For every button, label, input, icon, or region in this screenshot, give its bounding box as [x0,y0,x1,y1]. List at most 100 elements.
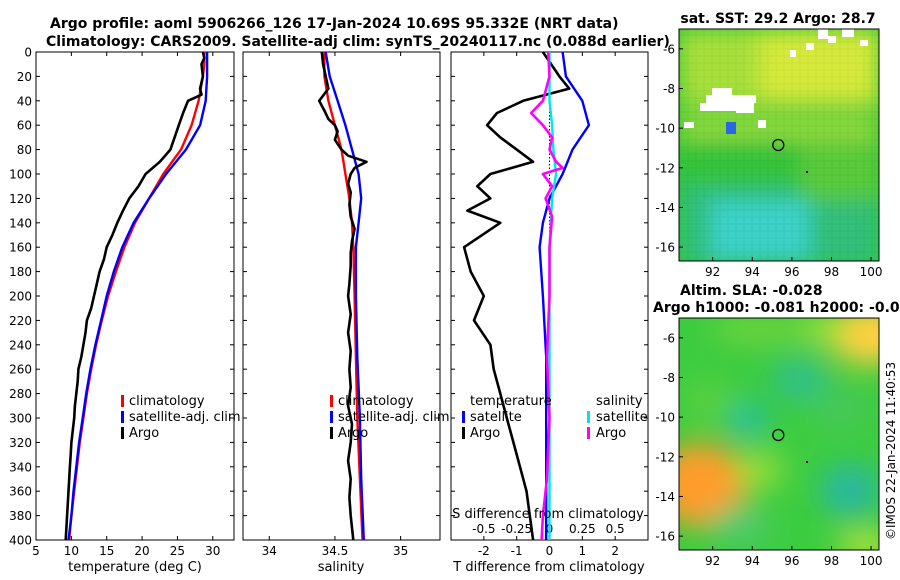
legend-label-s-satellite: satellite [596,410,648,425]
sla-dot-marker [806,461,808,463]
sla-map-panel: Altim. SLA: -0.028 Argo h1000: -0.081 h2… [653,283,900,568]
figure-title-line2: Climatology: CARS2009. Satellite-adj cli… [46,34,670,50]
x-tick-label: 30 [205,544,220,558]
argo-position-marker [772,138,785,152]
x-tick-label: 20 [134,544,149,558]
y-tick-label: 300 [9,412,32,426]
salinity-legend: climatology satellite-adj. clim Argo [330,394,450,441]
legend-label-climatology: climatology [338,394,414,409]
difference-legend: temperature satellite Argo salinity sate… [462,394,648,441]
s-axis-tick-label: 0.5 [606,522,625,536]
y-tick-label: 280 [9,387,32,401]
sst-heatmap [679,29,879,261]
legend-swatch-s-argo [587,427,590,439]
map-y-tick-label: -14 [655,490,675,504]
series-line-satellite-adj-clim [324,52,365,540]
difference-t-xlabel: T difference from climatology [452,560,645,575]
legend-swatch-argo [330,427,333,439]
legend-swatch-s-satellite [587,411,590,423]
x-tick-label: 34 [262,544,277,558]
map-x-tick-label: 92 [705,554,720,568]
legend-label-climatology: climatology [129,394,205,409]
y-tick-label: 100 [9,168,32,182]
legend-label-t-satellite: satellite [470,410,522,425]
map-x-tick-label: 100 [860,554,883,568]
y-tick-label: 160 [9,241,32,255]
sst-map-title: sat. SST: 29.2 Argo: 28.7 [680,11,875,27]
y-tick-label: 120 [9,192,32,206]
x-tick-label: 5 [32,544,40,558]
y-tick-label: 240 [9,338,32,352]
y-tick-label: 0 [24,46,32,60]
legend-swatch-t-argo [462,427,465,439]
map-y-tick-label: -16 [655,530,675,544]
legend-swatch-climatology [121,395,124,407]
temperature-plot-frame [35,51,235,541]
series-line-t-satellite [538,52,591,540]
sla-map-frame [678,317,880,551]
x-tick-label: 2 [611,544,619,558]
y-tick-label: 320 [9,436,32,450]
y-tick-label: 340 [9,460,32,474]
y-tick-label: 200 [9,290,32,304]
s-axis-tick-label: -0.25 [501,522,532,536]
y-tick-label: 220 [9,314,32,328]
series-line-satellite-adj-clim [67,52,209,540]
x-tick-label: 34.5 [322,544,349,558]
x-tick-label: -1 [511,544,523,558]
legend-title-salinity: salinity [596,394,643,409]
y-tick-label: 60 [17,119,32,133]
map-x-tick-label: 98 [824,554,839,568]
sla-heatmap [679,318,879,550]
legend-swatch-climatology [330,395,333,407]
sla-map-subtitle: Argo h1000: -0.081 h2000: -0.094 [653,300,900,316]
imos-watermark: ©IMOS 22-Jan-2024 11:40:53 [884,362,898,540]
argo-position-marker [772,428,785,442]
map-x-tick-label: 94 [745,265,760,279]
y-tick-label: 400 [9,534,32,548]
s-axis-tick-label: 0.25 [569,522,596,536]
map-y-tick-label: -10 [655,411,675,425]
x-tick-label: 15 [99,544,114,558]
map-y-tick-label: -8 [663,82,675,96]
x-tick-label: 0 [546,544,554,558]
y-tick-label: 360 [9,485,32,499]
x-tick-label: 25 [170,544,185,558]
temperature-legend: climatology satellite-adj. clim Argo [121,394,241,441]
difference-panel: -2 -1 0 1 2-0.5 -0.25 0 0.25 0.5 S difference fr… [450,51,649,575]
legend-label-satellite-adj: satellite-adj. clim [129,410,241,425]
temperature-panel: 5 10 15 20 25 3002040608010012014016018020022… [9,46,241,576]
y-tick-label: 180 [9,265,32,279]
map-x-tick-label: 96 [784,554,799,568]
map-x-tick-label: 100 [860,265,883,279]
sst-map-panel: sat. SST: 29.2 Argo: 28.7 [655,11,882,279]
map-y-tick-label: -14 [655,201,675,215]
map-x-tick-label: 94 [745,554,760,568]
legend-label-argo: Argo [129,426,159,441]
sst-dot-marker [806,171,808,173]
temperature-xlabel: temperature (deg C) [68,560,202,575]
series-line-t-argo [462,52,571,540]
s-axis-tick-label: -0.5 [472,522,495,536]
series-line-argo [317,52,368,540]
difference-s-xlabel: S difference from climatology [452,507,644,522]
legend-label-argo: Argo [338,426,368,441]
y-tick-label: 20 [17,70,32,84]
legend-title-temperature: temperature [470,394,552,409]
map-x-tick-label: 96 [784,265,799,279]
map-y-tick-label: -12 [655,450,675,464]
y-tick-label: 80 [17,143,32,157]
x-tick-label: -2 [478,544,490,558]
figure-title-line1: Argo profile: aoml 5906266_126 17-Jan-20… [50,16,619,32]
salinity-xlabel: salinity [318,560,365,575]
sst-cold-patch [726,122,736,134]
sst-missing-data [684,29,868,128]
legend-label-s-argo: Argo [596,426,626,441]
map-y-tick-label: -8 [663,371,675,385]
legend-swatch-satellite-adj [121,411,124,423]
legend-label-satellite-adj: satellite-adj. clim [338,410,450,425]
map-y-tick-label: -12 [655,161,675,175]
map-y-tick-label: -16 [655,241,675,255]
y-tick-label: 260 [9,363,32,377]
